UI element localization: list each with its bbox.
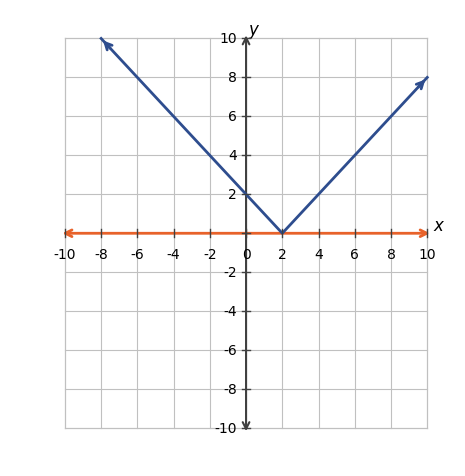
Text: -8: -8 [94, 248, 108, 261]
Text: -10: -10 [53, 248, 76, 261]
Text: 8: 8 [228, 71, 237, 85]
Text: -2: -2 [203, 248, 217, 261]
Text: 4: 4 [314, 248, 323, 261]
Text: -2: -2 [223, 266, 237, 279]
Text: 10: 10 [418, 248, 436, 261]
Text: 6: 6 [350, 248, 359, 261]
Text: -6: -6 [131, 248, 144, 261]
Text: x: x [433, 217, 443, 235]
Text: 10: 10 [219, 32, 237, 46]
Text: -10: -10 [214, 421, 237, 435]
Text: y: y [248, 20, 258, 39]
Text: -6: -6 [223, 344, 237, 357]
Text: 8: 8 [386, 248, 395, 261]
Text: 0: 0 [242, 248, 251, 261]
Text: 4: 4 [228, 149, 237, 163]
Text: 2: 2 [278, 248, 286, 261]
Text: -4: -4 [223, 305, 237, 318]
Text: -8: -8 [223, 382, 237, 397]
Text: 6: 6 [228, 110, 237, 124]
Text: 2: 2 [228, 188, 237, 202]
Text: -4: -4 [167, 248, 180, 261]
